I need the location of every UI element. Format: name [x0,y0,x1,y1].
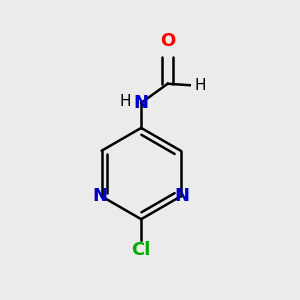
Text: N: N [93,188,108,206]
Text: N: N [175,188,190,206]
Text: H: H [119,94,131,109]
Text: O: O [160,32,175,50]
Text: Cl: Cl [131,241,151,259]
Text: N: N [134,94,149,112]
Text: H: H [194,78,206,93]
